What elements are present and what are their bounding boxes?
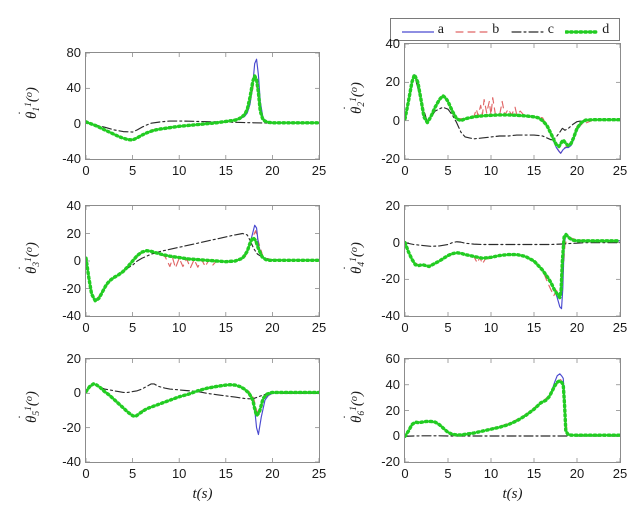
- y-tick-label: 0: [392, 112, 400, 128]
- x-axis-label: t(s): [502, 486, 523, 502]
- legend-label-b: b: [492, 21, 500, 37]
- y-axis-label-6: θ̇61(o): [349, 391, 367, 423]
- y-tick-label: -40: [381, 308, 400, 323]
- x-tick-label: 0: [82, 320, 90, 335]
- y-tick-label: -20: [62, 419, 81, 435]
- y-tick-label: 20: [66, 225, 81, 241]
- y-tick-label: 0: [73, 385, 81, 401]
- x-tick-label: 20: [569, 466, 585, 481]
- x-tick-label: 25: [612, 163, 628, 178]
- x-tick-label: 5: [444, 466, 452, 481]
- x-tick-label: 5: [444, 163, 452, 178]
- y-tick-label: -20: [381, 271, 400, 287]
- y-axis-label-1: θ̇11(o): [24, 87, 42, 119]
- y-axis-label-5: θ̇51(o): [24, 391, 42, 423]
- x-tick-label: 10: [483, 163, 499, 178]
- y-tick-label: 0: [392, 428, 400, 444]
- x-tick-label: 25: [612, 466, 628, 481]
- legend-swatch-b-icon: [455, 24, 489, 35]
- x-tick-label: 15: [218, 466, 234, 481]
- y-tick-label: 40: [385, 376, 400, 392]
- x-tick-label: 10: [171, 466, 187, 481]
- y-tick-label: 0: [73, 253, 81, 268]
- y-tick-label: 20: [66, 351, 81, 366]
- x-tick-label: 0: [401, 466, 409, 481]
- legend-swatch-d-icon: [564, 24, 600, 35]
- x-tick-label: 0: [82, 466, 90, 481]
- x-tick-label: 0: [401, 320, 409, 335]
- y-tick-label: -20: [62, 280, 81, 296]
- y-axis-label-3: θ̇31(o): [24, 242, 42, 274]
- y-tick-label: 20: [385, 198, 400, 213]
- y-tick-label: -20: [381, 151, 400, 166]
- y-tick-label: -20: [381, 454, 400, 469]
- legend-box: a b c d: [390, 18, 620, 41]
- y-tick-label: -40: [62, 151, 81, 166]
- y-tick-label: 0: [73, 115, 81, 131]
- x-tick-label: 5: [128, 320, 137, 335]
- x-tick-label: 15: [218, 163, 234, 178]
- x-tick-label: 5: [128, 466, 137, 481]
- plot-area-3: [85, 205, 320, 317]
- y-tick-label: 20: [385, 402, 400, 418]
- x-tick-label: 20: [265, 163, 280, 178]
- y-tick-label: 40: [66, 80, 81, 96]
- x-tick-label: 0: [401, 163, 409, 178]
- y-tick-label: 60: [385, 351, 400, 366]
- x-tick-label: 20: [265, 466, 280, 481]
- x-tick-label: 15: [526, 320, 542, 335]
- plot-area-2: [404, 43, 621, 160]
- y-tick-label: -40: [62, 454, 81, 469]
- y-tick-label: 20: [385, 74, 400, 90]
- x-tick-label: 25: [311, 320, 327, 335]
- x-tick-label: 5: [128, 163, 137, 178]
- x-tick-label: 10: [171, 320, 187, 335]
- legend-item-d: d: [564, 21, 610, 38]
- y-tick-label: -40: [62, 308, 81, 323]
- plot-area-5: [85, 358, 320, 463]
- legend-label-c: c: [547, 21, 554, 37]
- x-tick-label: 25: [311, 466, 327, 481]
- x-tick-label: 25: [612, 320, 628, 335]
- x-tick-label: 15: [526, 163, 542, 178]
- legend-item-a: a: [401, 22, 444, 38]
- x-tick-label: 0: [82, 163, 90, 178]
- legend-item-c: c: [511, 22, 554, 38]
- x-tick-label: 20: [569, 320, 585, 335]
- x-tick-label: 20: [569, 163, 585, 178]
- legend-item-b: b: [455, 22, 499, 38]
- x-tick-label: 10: [171, 163, 187, 178]
- plot-area-1: [85, 52, 320, 160]
- legend-label-d: d: [602, 21, 610, 37]
- x-tick-label: 10: [483, 320, 499, 335]
- plot-area-6: [404, 358, 621, 463]
- x-tick-label: 15: [218, 320, 234, 335]
- x-tick-label: 20: [265, 320, 280, 335]
- x-tick-label: 5: [444, 320, 452, 335]
- y-tick-label: 0: [392, 234, 400, 250]
- y-axis-label-4: θ̇41(o): [349, 242, 367, 274]
- y-tick-label: 80: [66, 45, 81, 60]
- legend-swatch-a-icon: [401, 24, 435, 35]
- y-tick-label: 40: [66, 198, 81, 213]
- y-axis-label-2: θ̇21(o): [349, 82, 367, 114]
- plot-area-4: [404, 205, 621, 317]
- legend-label-a: a: [437, 21, 444, 37]
- legend-swatch-c-icon: [511, 24, 545, 35]
- x-axis-label: t(s): [192, 486, 213, 502]
- y-tick-label: 40: [385, 36, 400, 51]
- x-tick-label: 25: [311, 163, 327, 178]
- x-tick-label: 10: [483, 466, 499, 481]
- x-tick-label: 15: [526, 466, 542, 481]
